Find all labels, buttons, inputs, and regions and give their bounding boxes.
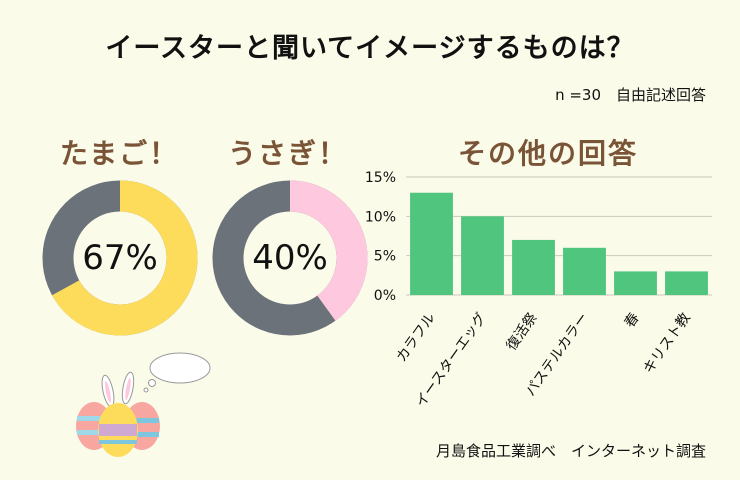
thought-bubble-icon [143, 352, 211, 393]
x-tick-label: カラフル [394, 310, 439, 365]
x-tick-label: キリスト教 [641, 310, 694, 377]
bunny-percent-label: 40% [252, 238, 328, 278]
egg-donut-chart: 67% [42, 180, 198, 336]
egg-percent-label: 67% [82, 238, 158, 278]
bar [410, 192, 453, 295]
y-tick-label: 10% [365, 209, 396, 225]
y-tick-label: 15% [365, 170, 396, 186]
egg-donut-svg [42, 180, 198, 336]
x-tick-label: 復活祭 [503, 310, 541, 354]
other-answers-heading: その他の回答 [458, 137, 639, 170]
egg-heading: たまご！ [60, 137, 180, 170]
bar [665, 271, 708, 295]
bunny-donut-chart: 40% [212, 180, 368, 336]
survey-note: n =30 自由記述回答 [555, 86, 706, 104]
easter-egg-icon [76, 402, 160, 457]
bar [512, 239, 555, 295]
bunny-heading: うさぎ！ [228, 137, 349, 170]
source-footer: 月島食品工業調べ インターネット調査 [435, 442, 706, 460]
y-tick-label: 5% [374, 249, 396, 265]
bar [614, 271, 657, 295]
easter-eggs-illustration [76, 352, 211, 457]
bunny-value-slice [212, 180, 368, 336]
x-tick-label: 春 [622, 310, 643, 331]
bunny-ears-icon [101, 371, 135, 408]
page-title: イースターと聞いてイメージするものは？ [105, 33, 635, 64]
egg-value-slice [42, 180, 198, 336]
y-tick-label: 0% [374, 288, 396, 304]
bar [563, 247, 606, 295]
bunny-donut-svg [212, 180, 368, 336]
bar [461, 216, 504, 295]
